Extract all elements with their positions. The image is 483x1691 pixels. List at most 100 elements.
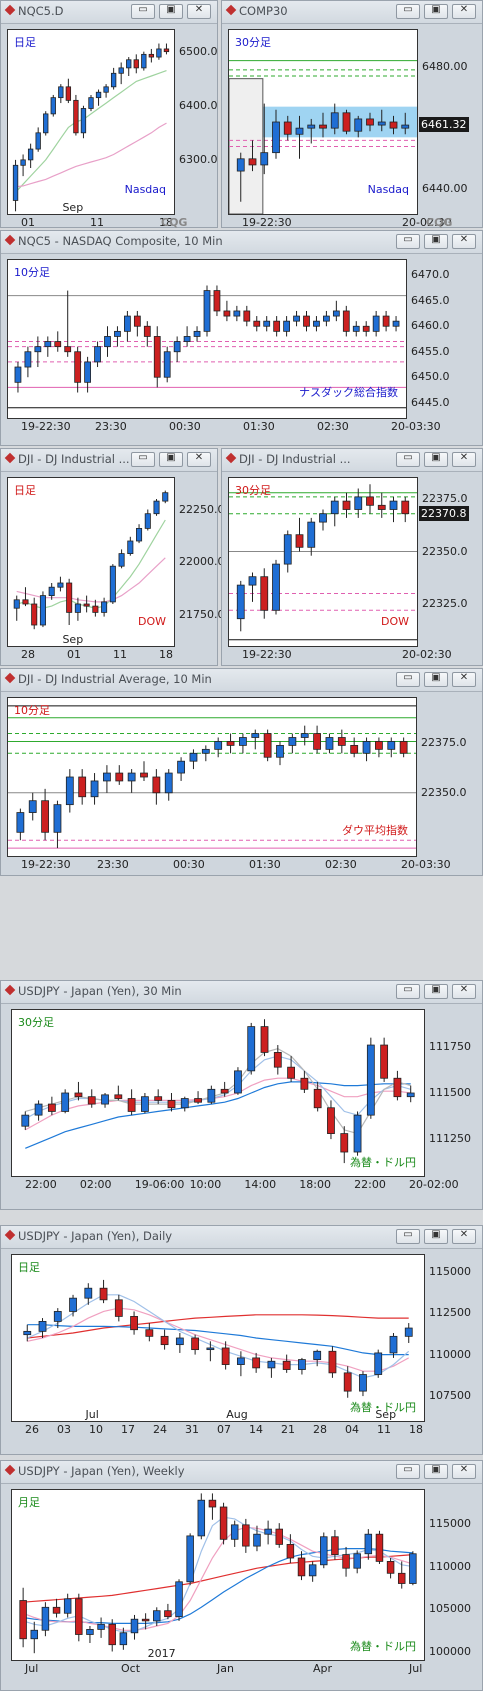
candle-body [12,164,19,201]
candle-body [27,148,34,161]
candle-body [126,59,132,69]
candle-body [34,346,42,353]
candle-body [64,346,72,353]
restore-button[interactable]: ▣ [424,452,448,467]
candle [375,1530,384,1564]
close-button[interactable]: ✕ [187,452,211,467]
candle [325,733,334,754]
restore-button[interactable]: ▣ [424,1229,448,1244]
candle [53,1308,62,1329]
y-tick-label: 107500 [429,1389,471,1403]
candle-body [63,1598,72,1614]
close-icon: ✕ [459,1229,469,1240]
candle [162,490,169,504]
minimize-button[interactable]: ▭ [131,4,155,19]
restore-button[interactable]: ▣ [424,984,448,999]
plot-area[interactable]: 30分足 為替・ドル円 [11,1009,425,1177]
restore-button[interactable]: ▣ [159,4,183,19]
candle [331,1529,339,1560]
candle-body [133,315,141,327]
candle-body [353,1553,361,1569]
restore-button[interactable]: ▣ [424,672,448,687]
candle [260,103,269,175]
restore-button[interactable]: ▣ [159,452,183,467]
candle [366,112,374,132]
y-tick-label: 100000 [429,1644,471,1658]
window-icon [4,4,16,16]
close-button[interactable]: ✕ [452,4,476,19]
close-button[interactable]: ✕ [452,1464,476,1479]
candle [127,536,134,556]
instrument-name: 為替・ドル円 [350,1401,416,1414]
plot-area[interactable]: 日足 為替・ドル円 [11,1254,425,1422]
y-tick-label: 22350.0 [421,785,467,799]
candlestick-svg [229,60,417,214]
candle [58,84,64,104]
plot-area[interactable]: 日足 Nasdaq [7,29,175,215]
candle-body [65,86,72,101]
minimize-icon: ▭ [403,234,413,245]
candle [78,769,87,805]
candle [389,1333,398,1358]
candle [189,749,198,770]
restore-button[interactable]: ▣ [424,1464,448,1479]
close-button[interactable]: ✕ [452,1229,476,1244]
plot-area[interactable]: 30分足 DOW [228,477,418,647]
candle [53,800,62,849]
period-label: 日足 [14,484,36,497]
plot-area[interactable]: 日足 DOW [7,477,175,647]
y-tick-label: 22375.0 [422,492,468,505]
restore-icon: ▣ [431,234,441,245]
minimize-button[interactable]: ▭ [396,1464,420,1479]
candlestick-svg [19,1493,417,1654]
candle-body [242,1524,250,1547]
close-button[interactable]: ✕ [452,234,476,249]
minimize-button[interactable]: ▭ [396,452,420,467]
candle [140,761,148,781]
plot-area[interactable]: 月足 為替・ドル円 [11,1489,425,1661]
candle-body [330,112,339,129]
candle [230,1520,239,1547]
minimize-button[interactable]: ▭ [396,234,420,249]
candle-body [20,159,26,166]
minimize-button[interactable]: ▭ [396,4,420,19]
plot-area[interactable]: 30分足 Nasdaq [228,29,418,215]
candle-body [48,586,55,596]
close-button[interactable]: ✕ [452,672,476,687]
restore-button[interactable]: ▣ [424,234,448,249]
x-tick-label: 20-02:00 [409,1178,459,1191]
minimize-button[interactable]: ▭ [396,984,420,999]
minimize-button[interactable]: ▭ [396,1229,420,1244]
x-tick-label: Jan [217,1662,234,1675]
candle-body [377,504,386,510]
close-button[interactable]: ✕ [452,452,476,467]
candle-body [375,741,383,750]
minimize-button[interactable]: ▭ [131,452,155,467]
minimize-button[interactable]: ▭ [396,672,420,687]
minimize-icon: ▭ [403,452,413,463]
window-title: USDJPY - Japan (Yen), Weekly [18,1464,185,1478]
candle-body [282,1360,291,1370]
candle-body [28,800,37,813]
candle [48,583,55,600]
candle [94,341,101,368]
restore-button[interactable]: ▣ [424,4,448,19]
candle [330,496,339,527]
candle [386,1558,395,1579]
candle [74,1081,83,1101]
candle-body [16,812,25,833]
candle-body [87,1096,96,1105]
candle-body [287,1066,295,1079]
close-button[interactable]: ✕ [452,984,476,999]
candle-body [108,1623,116,1646]
candle-body [162,492,169,502]
candle-body [362,325,370,332]
candle-body [236,584,245,620]
candle-body [103,86,109,93]
plot-area[interactable]: 10分足 ナスダック総合指数 [7,259,407,419]
close-button[interactable]: ✕ [187,4,211,19]
candle-body [319,124,327,129]
x-tick-label: 01 [21,216,35,229]
x-tick-label: 00:30 [169,420,201,433]
plot-area[interactable]: 10分足 ダウ平均指数 [7,697,417,857]
